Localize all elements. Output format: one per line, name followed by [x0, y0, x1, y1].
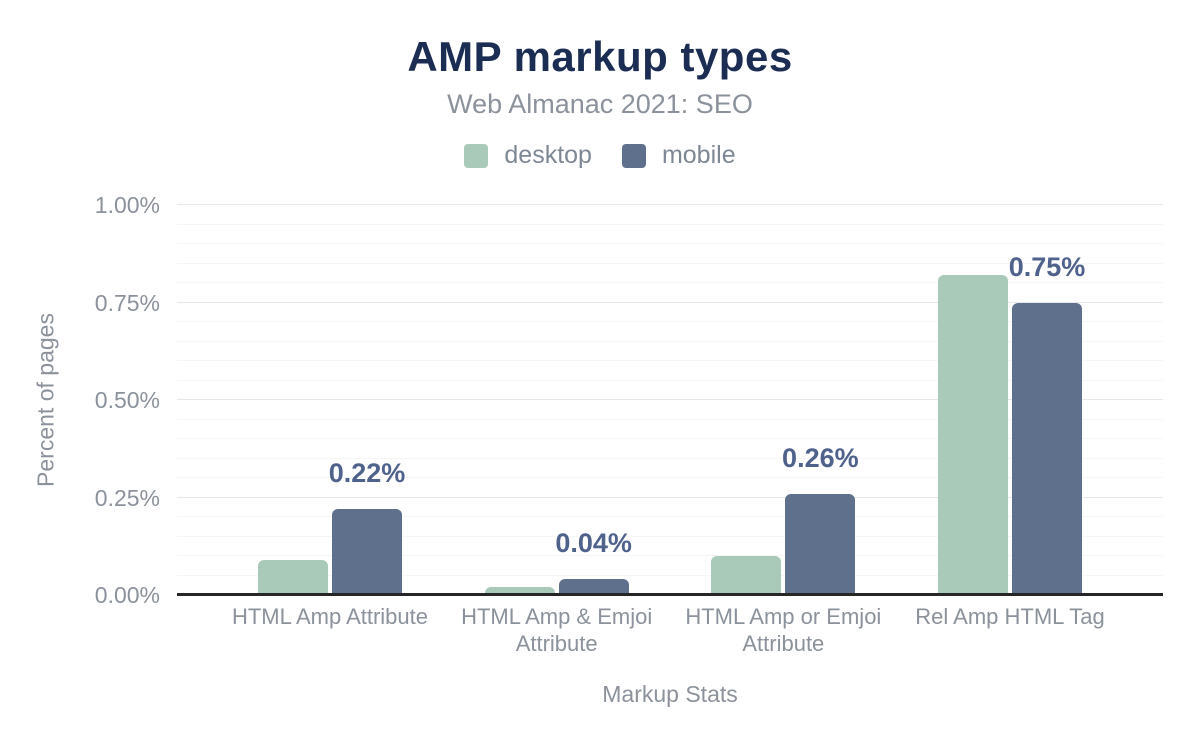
- major-gridline: [177, 204, 1163, 205]
- legend: desktop mobile: [0, 141, 1200, 170]
- bar-desktop-0: [258, 559, 328, 595]
- y-tick-label: 0.00%: [94, 582, 160, 608]
- bar-mobile-2: [785, 493, 856, 595]
- minor-gridline: [177, 535, 1163, 537]
- bar-desktop-2: [711, 556, 782, 595]
- major-gridline: [177, 496, 1163, 498]
- chart-title: AMP markup types: [407, 33, 793, 80]
- data-label-mobile-1: 0.04%: [555, 528, 632, 559]
- minor-gridline: [177, 457, 1163, 459]
- legend-label-desktop: desktop: [504, 141, 592, 169]
- minor-gridline: [177, 477, 1163, 478]
- x-tick-label-0: HTML Amp Attribute: [231, 604, 429, 629]
- legend-label-mobile: mobile: [661, 141, 736, 169]
- bar-mobile-3: [1012, 302, 1082, 595]
- major-gridline: [177, 399, 1163, 400]
- minor-gridline: [177, 360, 1163, 361]
- major-gridline: [177, 301, 1163, 303]
- minor-gridline: [177, 321, 1163, 322]
- minor-gridline: [177, 574, 1163, 576]
- x-axis-title: Markup Stats: [602, 681, 738, 707]
- plot-area: 0.22% 0.04% 0.26% 0.75%: [177, 190, 1163, 595]
- y-tick-label: 0.50%: [94, 387, 160, 413]
- minor-gridline: [177, 418, 1163, 420]
- legend-item-desktop: desktop: [464, 141, 592, 170]
- bar-mobile-1: [558, 579, 629, 595]
- x-tick-label-3: Rel Amp HTML Tag: [915, 604, 1105, 629]
- minor-gridline: [177, 438, 1163, 439]
- minor-gridline: [177, 379, 1163, 381]
- data-label-mobile-0: 0.22%: [328, 458, 406, 489]
- bar-desktop-3: [938, 275, 1008, 595]
- minor-gridline: [177, 282, 1163, 283]
- x-tick-label-2: HTML Amp or Emjoi Attribute: [685, 604, 882, 656]
- bar-desktop-1: [484, 587, 555, 595]
- legend-swatch-mobile: [621, 143, 646, 168]
- y-tick-label: 0.25%: [94, 484, 160, 511]
- chart-subtitle: Web Almanac 2021: SEO: [447, 89, 753, 119]
- bar-mobile-0: [332, 509, 402, 595]
- y-tick-label: 0.75%: [94, 289, 160, 316]
- minor-gridline: [177, 223, 1163, 225]
- data-label-mobile-3: 0.75%: [1008, 251, 1086, 282]
- x-tick-label-1: HTML Amp & Emjoi Attribute: [461, 604, 653, 656]
- minor-gridline: [177, 516, 1163, 517]
- minor-gridline: [177, 340, 1163, 342]
- y-tick-label: 1.00%: [94, 192, 160, 218]
- minor-gridline: [177, 555, 1163, 556]
- x-axis-baseline: [177, 593, 1163, 596]
- legend-swatch-desktop: [464, 143, 489, 168]
- legend-item-mobile: mobile: [621, 141, 736, 170]
- minor-gridline: [177, 243, 1163, 244]
- minor-gridline: [177, 262, 1163, 264]
- data-label-mobile-2: 0.26%: [782, 442, 859, 473]
